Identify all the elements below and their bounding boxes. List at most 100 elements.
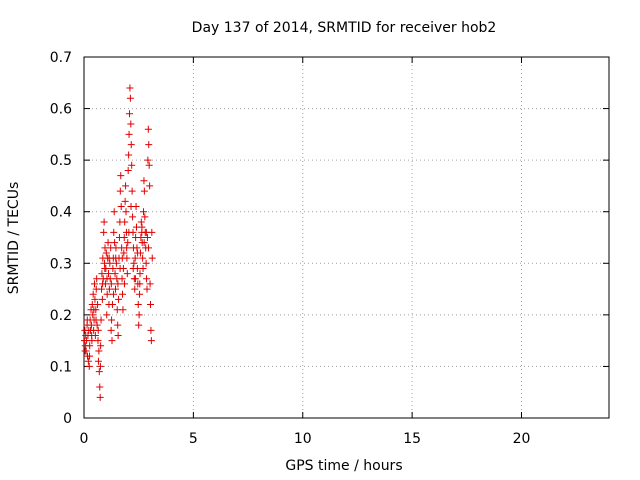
x-tick-label: 5 [189,431,198,447]
y-tick-label: 0.4 [50,205,72,221]
data-point [110,208,118,216]
data-point [95,368,103,376]
data-point [122,208,130,216]
data-point [114,331,122,339]
data-point [137,218,145,226]
data-point [96,362,104,370]
data-point [100,228,108,236]
data-point [94,326,102,334]
data-point [106,259,114,267]
data-point [125,130,133,138]
data-point [108,337,116,345]
data-point [100,218,108,226]
data-point [141,213,149,221]
data-point [115,295,123,303]
data-point [114,321,122,329]
y-tick-label: 0.7 [50,50,72,66]
data-point [126,94,134,102]
data-point [130,259,138,267]
x-tick-label: 20 [513,431,531,447]
data-point [144,125,152,133]
data-point [102,249,110,257]
data-point [104,239,112,247]
data-point [135,311,143,319]
data-point [143,285,151,293]
chart-title: Day 137 of 2014, SRMTID for receiver hob… [192,20,497,36]
data-point [105,270,112,278]
data-point [116,264,124,272]
data-point [140,239,148,247]
data-point [89,290,97,298]
data-point [96,393,104,401]
data-point [110,228,118,236]
data-point [122,182,130,190]
data-point [84,357,92,365]
data-point [91,280,98,288]
data-point [94,301,102,309]
data-point [127,203,135,211]
data-point [85,362,93,370]
data-point [145,141,153,149]
data-point [131,275,139,283]
data-point [147,301,154,309]
data-point [119,290,126,298]
data-point [131,285,139,293]
data-point [92,316,100,324]
data-point [142,259,150,267]
grid-lines [84,57,609,418]
data-point [143,275,151,283]
data-point [125,228,133,236]
data-point [91,295,99,303]
data-point [89,311,97,319]
data-point [107,326,115,334]
data-point [118,275,126,283]
data-point [111,239,119,247]
data-point [148,254,156,262]
y-tick-label: 0.2 [50,308,72,324]
y-tick-label: 0 [63,411,72,427]
data-point [142,228,150,236]
data-point [121,218,129,226]
data-point [139,254,147,262]
x-tick-label: 0 [80,431,89,447]
data-point [117,172,125,180]
y-tick-label: 0.3 [50,256,72,272]
data-point [126,84,134,92]
data-point [108,301,116,309]
data-point [125,151,133,159]
data-point [123,244,131,252]
x-tick-label: 10 [294,431,312,447]
data-point [124,239,132,247]
data-point [86,342,94,350]
data-point [129,264,137,272]
data-points [80,84,156,401]
data-point [131,254,139,262]
data-point [93,321,101,329]
data-point [90,306,98,314]
data-point [140,187,148,195]
data-point [133,244,141,252]
data-point [127,141,135,149]
data-point [128,161,136,169]
x-axis-label: GPS time / hours [285,458,402,474]
data-point [107,280,115,288]
data-point [96,383,104,391]
data-point [120,234,128,241]
data-point [85,352,93,360]
data-point [145,244,153,252]
data-point [138,223,146,231]
data-point [103,275,111,283]
data-point [105,285,113,293]
data-point [144,156,152,164]
data-point [111,270,119,278]
x-tick-label: 15 [403,431,421,447]
data-point [103,311,111,319]
y-axis-label: SRMTID / TECUs [6,182,22,295]
data-point [121,197,129,205]
data-point [126,110,133,118]
data-point [147,337,155,345]
data-point [105,254,113,262]
data-point [98,270,106,278]
axis-ticks [83,56,609,419]
